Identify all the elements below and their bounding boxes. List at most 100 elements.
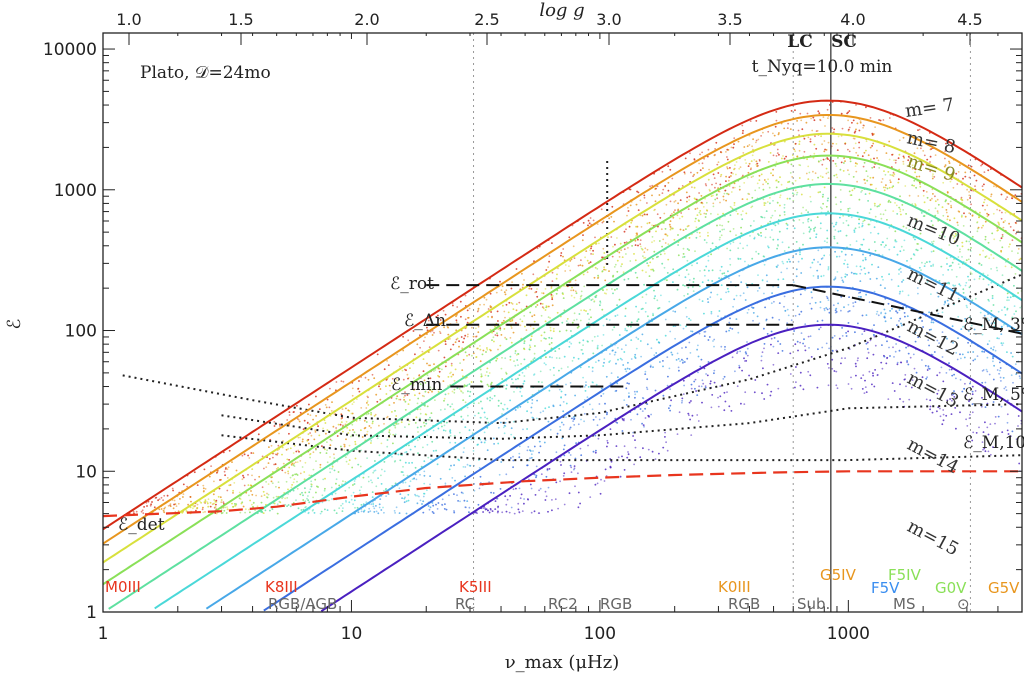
data-point <box>630 358 633 360</box>
data-point <box>699 235 701 238</box>
data-point <box>964 284 967 287</box>
data-point <box>681 185 684 187</box>
data-point <box>243 484 246 487</box>
data-point <box>664 318 667 321</box>
data-point <box>898 139 901 142</box>
data-point <box>591 408 594 411</box>
data-point <box>819 326 822 329</box>
data-point <box>906 361 908 364</box>
data-point <box>957 256 960 258</box>
data-point <box>282 440 284 442</box>
data-point <box>350 494 353 497</box>
data-point <box>863 178 866 181</box>
data-point <box>404 426 406 428</box>
data-point <box>339 423 342 426</box>
data-point <box>372 471 375 474</box>
data-point <box>579 264 582 266</box>
data-point <box>923 154 926 157</box>
data-point <box>140 510 143 513</box>
data-point <box>972 431 975 434</box>
data-point <box>645 271 647 274</box>
data-point <box>489 508 492 510</box>
data-point <box>968 279 970 281</box>
data-point <box>621 430 624 432</box>
data-point <box>628 392 630 394</box>
data-point <box>862 165 865 168</box>
data-point <box>781 260 784 263</box>
data-point <box>755 139 758 142</box>
data-point <box>772 345 775 348</box>
data-point <box>783 213 786 216</box>
data-point <box>519 390 522 393</box>
data-point <box>934 207 937 210</box>
data-point <box>635 347 638 350</box>
data-point <box>297 449 300 452</box>
data-point <box>795 366 797 368</box>
data-point <box>881 178 884 180</box>
data-point <box>589 403 591 406</box>
data-point <box>909 356 912 359</box>
data-point <box>391 455 393 458</box>
data-point <box>342 480 344 483</box>
data-point <box>650 413 652 416</box>
data-point <box>952 234 954 237</box>
data-point <box>641 296 644 298</box>
data-point <box>770 216 772 219</box>
data-point <box>456 306 459 308</box>
data-point <box>633 463 635 466</box>
data-point <box>435 503 437 506</box>
data-point <box>288 414 291 416</box>
data-point <box>226 489 229 492</box>
data-point <box>232 489 235 492</box>
data-point <box>1012 381 1014 384</box>
data-point <box>460 390 462 392</box>
data-point <box>914 204 917 207</box>
data-point <box>780 271 783 274</box>
data-point <box>732 241 735 244</box>
data-point <box>573 312 576 315</box>
data-point <box>1019 377 1021 380</box>
data-point <box>491 397 494 400</box>
data-point <box>966 188 968 191</box>
data-point <box>897 178 900 181</box>
data-point <box>373 507 376 510</box>
data-point <box>449 434 452 437</box>
data-point <box>528 459 531 462</box>
data-point <box>814 172 817 175</box>
data-point <box>744 360 746 362</box>
data-point <box>248 508 250 511</box>
data-point <box>968 212 971 215</box>
data-point <box>483 303 485 306</box>
data-point <box>1015 438 1018 440</box>
data-point <box>819 191 821 193</box>
data-point <box>814 301 817 304</box>
data-point <box>913 367 916 370</box>
data-point <box>807 136 810 139</box>
data-point <box>466 463 469 466</box>
data-point <box>488 372 491 374</box>
data-point <box>459 362 461 364</box>
data-point <box>993 238 996 241</box>
data-point <box>714 148 716 150</box>
data-point <box>364 376 367 379</box>
data-point <box>845 219 848 222</box>
data-point <box>635 336 638 339</box>
data-point <box>560 367 563 370</box>
data-point <box>1011 239 1014 242</box>
data-point <box>371 496 374 498</box>
data-point <box>523 498 525 500</box>
data-point <box>304 500 307 503</box>
data-point <box>431 334 434 336</box>
data-point <box>751 145 753 148</box>
data-point <box>746 341 748 343</box>
data-point <box>960 357 962 360</box>
data-point <box>639 243 642 246</box>
data-point <box>501 413 503 415</box>
data-point <box>746 176 749 179</box>
data-point <box>723 272 726 275</box>
data-point <box>656 213 659 216</box>
data-point <box>772 132 774 135</box>
data-point <box>671 213 673 215</box>
data-point <box>1014 363 1017 366</box>
data-point <box>381 468 383 471</box>
